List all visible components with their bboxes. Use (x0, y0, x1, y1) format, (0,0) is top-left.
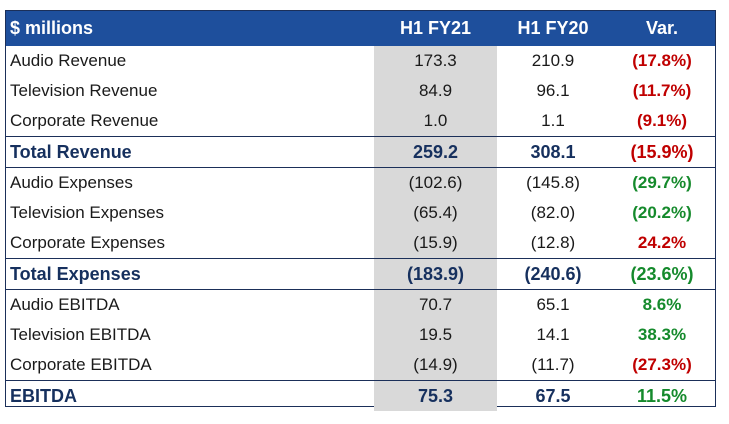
cell-h1fy21: 259.2 (374, 136, 497, 168)
cell-variance: (29.7%) (609, 167, 715, 198)
row-label: Corporate Expenses (10, 233, 165, 252)
row-label: Total Expenses (6, 258, 374, 290)
cell-variance: 24.2% (637, 233, 687, 252)
cell-variance: (15.9%) (609, 136, 715, 168)
row-label: Television Revenue (10, 81, 158, 100)
row-label: Audio Revenue (10, 51, 127, 70)
cell-h1fy21: 1.0 (374, 106, 497, 137)
cell-h1fy21: (15.9) (374, 228, 497, 259)
cell-h1fy20: 96.1 (536, 81, 570, 100)
cell-h1fy21: (102.6) (374, 167, 497, 198)
cell-h1fy21: (183.9) (374, 258, 497, 290)
cell-variance: (20.2%) (632, 203, 692, 222)
table-row: Audio Revenue 173.3 210.9 (17.8%) (6, 46, 715, 76)
header-row: $ millions H1 FY21 H1 FY20 Var. (6, 11, 715, 46)
table-row: Television Revenue 84.9 96.1 (11.7%) (6, 76, 715, 106)
cell-h1fy21: 70.7 (374, 289, 497, 320)
cell-h1fy21: (14.9) (374, 350, 497, 381)
cell-h1fy20: 65.1 (497, 289, 609, 320)
row-label: Audio Expenses (6, 167, 374, 198)
table-row: Audio EBITDA 70.7 65.1 8.6% (6, 289, 715, 320)
cell-h1fy21: 173.3 (374, 46, 497, 76)
cell-variance: 11.5% (609, 380, 715, 411)
cell-variance: (23.6%) (609, 258, 715, 290)
header-h1fy20: H1 FY20 (497, 11, 609, 46)
cell-h1fy21: (65.4) (374, 198, 497, 228)
cell-h1fy21: 84.9 (374, 76, 497, 106)
cell-h1fy20: 308.1 (497, 136, 609, 168)
cell-h1fy20: (145.8) (497, 167, 609, 198)
row-label: Television EBITDA (10, 325, 151, 344)
total-row: EBITDA 75.3 67.5 11.5% (6, 380, 715, 411)
row-label: Total Revenue (6, 136, 374, 168)
cell-variance: (27.3%) (632, 355, 692, 374)
financial-summary-table: $ millions H1 FY21 H1 FY20 Var. Audio Re… (5, 10, 716, 411)
total-row: Total Revenue 259.2 308.1 (15.9%) (6, 136, 715, 168)
row-label: EBITDA (6, 380, 374, 411)
header-variance: Var. (609, 11, 715, 46)
cell-variance: 8.6% (609, 289, 715, 320)
cell-h1fy21: 19.5 (374, 320, 497, 350)
table-row: Television Expenses (65.4) (82.0) (20.2%) (6, 198, 715, 228)
cell-h1fy20: (82.0) (530, 203, 576, 222)
cell-h1fy20: 67.5 (497, 380, 609, 411)
row-label: Corporate Revenue (10, 111, 159, 130)
cell-variance: (9.1%) (636, 111, 688, 130)
row-label: Corporate EBITDA (10, 355, 152, 374)
cell-h1fy21: 75.3 (374, 380, 497, 411)
cell-h1fy20: 1.1 (541, 111, 565, 130)
table-row: Television EBITDA 19.5 14.1 38.3% (6, 320, 715, 350)
table-row: Corporate Revenue 1.0 1.1 (9.1%) (6, 106, 715, 137)
cell-h1fy20: 210.9 (531, 51, 575, 70)
cell-h1fy20: (11.7) (531, 355, 575, 374)
table-row: Audio Expenses (102.6) (145.8) (29.7%) (6, 167, 715, 198)
cell-variance: (11.7%) (632, 81, 692, 100)
header-units: $ millions (6, 11, 374, 46)
table-row: Corporate Expenses (15.9) (12.8) 24.2% (6, 228, 715, 259)
row-label: Television Expenses (10, 203, 165, 222)
cell-h1fy20: (240.6) (497, 258, 609, 290)
cell-variance: 38.3% (637, 325, 687, 344)
cell-variance: (17.8%) (632, 51, 692, 70)
cell-h1fy20: 14.1 (536, 325, 570, 344)
results-table: $ millions H1 FY21 H1 FY20 Var. Audio Re… (6, 11, 715, 411)
row-label: Audio EBITDA (6, 289, 374, 320)
table-row: Corporate EBITDA (14.9) (11.7) (27.3%) (6, 350, 715, 381)
header-h1fy21: H1 FY21 (374, 11, 497, 46)
cell-h1fy20: (12.8) (530, 233, 576, 252)
total-row: Total Expenses (183.9) (240.6) (23.6%) (6, 258, 715, 290)
